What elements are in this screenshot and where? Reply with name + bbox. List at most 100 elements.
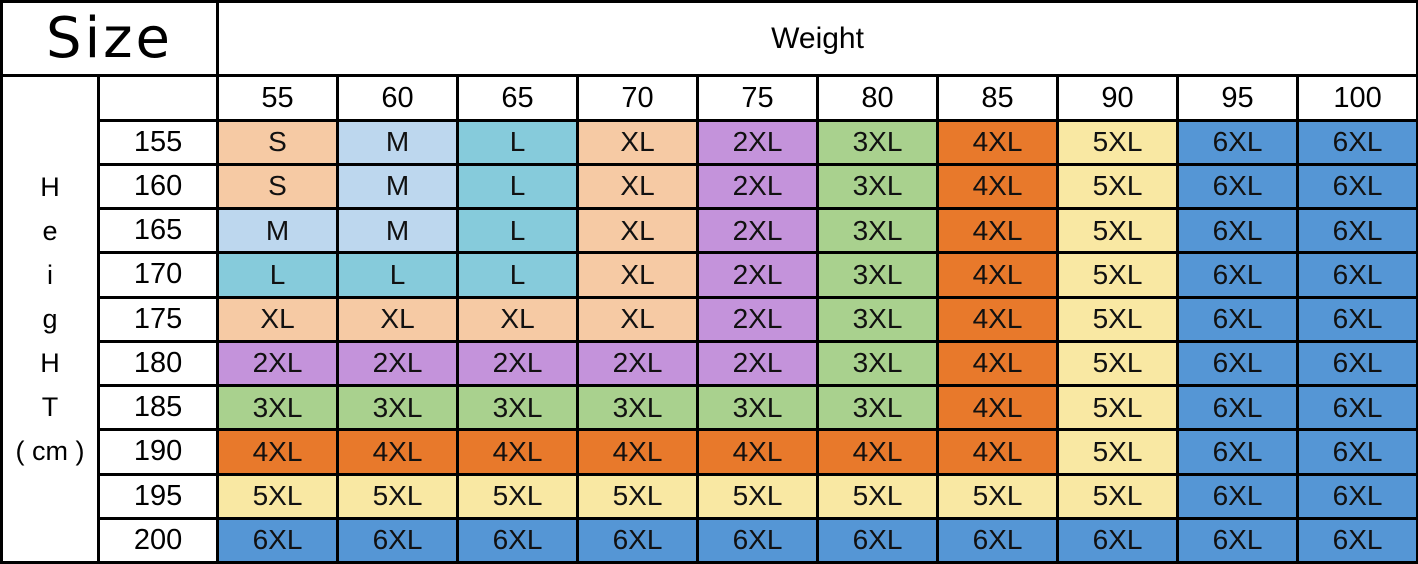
size-cell-195-85: 5XL bbox=[936, 472, 1060, 520]
size-cell-160-75: 2XL bbox=[696, 162, 820, 211]
size-cell-165-80: 3XL bbox=[816, 207, 940, 255]
size-cell-180-65: 2XL bbox=[456, 339, 580, 388]
size-cell-175-95: 6XL bbox=[1176, 295, 1300, 343]
size-cell-165-65: L bbox=[456, 207, 580, 255]
size-cell-165-100: 6XL bbox=[1296, 207, 1418, 255]
height-axis-label: H e i g H T ( cm ) bbox=[0, 74, 100, 564]
size-cell-180-80: 3XL bbox=[816, 339, 940, 388]
weight-title: Weight bbox=[216, 0, 1418, 78]
size-cell-160-95: 6XL bbox=[1176, 162, 1300, 211]
size-cell-190-55: 4XL bbox=[216, 428, 340, 476]
size-cell-175-90: 5XL bbox=[1056, 295, 1180, 343]
size-cell-160-55: S bbox=[216, 162, 340, 211]
size-cell-155-85: 4XL bbox=[936, 118, 1060, 166]
height-row-header-165: 165 bbox=[96, 207, 220, 255]
size-cell-185-75: 3XL bbox=[696, 384, 820, 432]
size-cell-175-100: 6XL bbox=[1296, 295, 1418, 343]
height-row-header-160: 160 bbox=[96, 162, 220, 211]
weight-col-header-80: 80 bbox=[816, 74, 940, 122]
size-cell-200-65: 6XL bbox=[456, 516, 580, 564]
size-cell-190-75: 4XL bbox=[696, 428, 820, 476]
size-cell-180-95: 6XL bbox=[1176, 339, 1300, 388]
size-cell-200-75: 6XL bbox=[696, 516, 820, 564]
weight-col-header-55: 55 bbox=[216, 74, 340, 122]
size-cell-200-85: 6XL bbox=[936, 516, 1060, 564]
size-cell-170-60: L bbox=[336, 251, 460, 299]
size-cell-160-80: 3XL bbox=[816, 162, 940, 211]
size-cell-170-85: 4XL bbox=[936, 251, 1060, 299]
weight-header-row: H e i g H T ( cm ) 55 60 65 70 75 80 85 90 95 100 bbox=[0, 74, 1418, 564]
size-cell-195-90: 5XL bbox=[1056, 472, 1180, 520]
size-cell-180-60: 2XL bbox=[336, 339, 460, 388]
size-cell-195-55: 5XL bbox=[216, 472, 340, 520]
table-row-200: 200 6XL 6XL 6XL 6XL 6XL 6XL 6XL 6XL 6XL 6XL bbox=[2, 516, 1418, 564]
size-cell-190-90: 5XL bbox=[1056, 428, 1180, 476]
size-cell-180-90: 5XL bbox=[1056, 339, 1180, 388]
size-cell-155-60: M bbox=[336, 118, 460, 166]
size-cell-190-100: 6XL bbox=[1296, 428, 1418, 476]
size-cell-200-80: 6XL bbox=[816, 516, 940, 564]
size-cell-175-60: XL bbox=[336, 295, 460, 343]
weight-col-header-85: 85 bbox=[936, 74, 1060, 122]
size-cell-195-65: 5XL bbox=[456, 472, 580, 520]
size-cell-190-65: 4XL bbox=[456, 428, 580, 476]
size-cell-170-70: XL bbox=[576, 251, 700, 299]
size-cell-185-60: 3XL bbox=[336, 384, 460, 432]
weight-col-header-90: 90 bbox=[1056, 74, 1180, 122]
size-cell-195-60: 5XL bbox=[336, 472, 460, 520]
size-cell-195-70: 5XL bbox=[576, 472, 700, 520]
size-cell-190-70: 4XL bbox=[576, 428, 700, 476]
table-row-190: 190 4XL 4XL 4XL 4XL 4XL 4XL 4XL 5XL 6XL 6XL bbox=[2, 428, 1418, 476]
size-cell-165-95: 6XL bbox=[1176, 207, 1300, 255]
size-cell-175-85: 4XL bbox=[936, 295, 1060, 343]
height-row-header-170: 170 bbox=[96, 251, 220, 299]
weight-col-header-95: 95 bbox=[1176, 74, 1300, 122]
size-cell-160-70: XL bbox=[576, 162, 700, 211]
table-row-175: 175 XL XL XL XL 2XL 3XL 4XL 5XL 6XL 6XL bbox=[2, 295, 1418, 343]
title-row: Size Weight bbox=[0, 0, 1418, 78]
size-cell-155-75: 2XL bbox=[696, 118, 820, 166]
size-cell-155-55: S bbox=[216, 118, 340, 166]
size-cell-160-65: L bbox=[456, 162, 580, 211]
size-cell-185-65: 3XL bbox=[456, 384, 580, 432]
size-cell-175-55: XL bbox=[216, 295, 340, 343]
size-cell-165-60: M bbox=[336, 207, 460, 255]
size-cell-155-90: 5XL bbox=[1056, 118, 1180, 166]
height-row-header-195: 195 bbox=[96, 472, 220, 520]
size-cell-190-60: 4XL bbox=[336, 428, 460, 476]
size-cell-180-70: 2XL bbox=[576, 339, 700, 388]
height-row-header-180: 180 bbox=[96, 339, 220, 388]
height-row-header-200: 200 bbox=[96, 516, 220, 564]
size-cell-200-55: 6XL bbox=[216, 516, 340, 564]
size-cell-170-55: L bbox=[216, 251, 340, 299]
size-cell-175-70: XL bbox=[576, 295, 700, 343]
size-cell-165-70: XL bbox=[576, 207, 700, 255]
table-row-170: 170 L L L XL 2XL 3XL 4XL 5XL 6XL 6XL bbox=[2, 251, 1418, 299]
size-cell-160-60: M bbox=[336, 162, 460, 211]
size-cell-170-90: 5XL bbox=[1056, 251, 1180, 299]
size-cell-160-100: 6XL bbox=[1296, 162, 1418, 211]
size-cell-200-95: 6XL bbox=[1176, 516, 1300, 564]
size-cell-185-90: 5XL bbox=[1056, 384, 1180, 432]
height-row-header-155: 155 bbox=[96, 118, 220, 166]
weight-col-header-70: 70 bbox=[576, 74, 700, 122]
table-row-160: 160 S M L XL 2XL 3XL 4XL 5XL 6XL 6XL bbox=[2, 162, 1418, 211]
size-cell-195-100: 6XL bbox=[1296, 472, 1418, 520]
size-cell-180-100: 6XL bbox=[1296, 339, 1418, 388]
size-cell-195-95: 6XL bbox=[1176, 472, 1300, 520]
size-cell-155-70: XL bbox=[576, 118, 700, 166]
size-cell-165-85: 4XL bbox=[936, 207, 1060, 255]
size-cell-175-80: 3XL bbox=[816, 295, 940, 343]
table-row-195: 195 5XL 5XL 5XL 5XL 5XL 5XL 5XL 5XL 6XL 6XL bbox=[2, 472, 1418, 520]
size-cell-180-55: 2XL bbox=[216, 339, 340, 388]
size-cell-190-85: 4XL bbox=[936, 428, 1060, 476]
size-cell-200-90: 6XL bbox=[1056, 516, 1180, 564]
table-row-165: 165 M M L XL 2XL 3XL 4XL 5XL 6XL 6XL bbox=[2, 207, 1418, 255]
size-cell-185-95: 6XL bbox=[1176, 384, 1300, 432]
size-cell-185-100: 6XL bbox=[1296, 384, 1418, 432]
table-row-185: 185 3XL 3XL 3XL 3XL 3XL 3XL 4XL 5XL 6XL 6XL bbox=[2, 384, 1418, 432]
corner-spacer-cell bbox=[96, 74, 220, 122]
size-cell-160-85: 4XL bbox=[936, 162, 1060, 211]
size-cell-195-80: 5XL bbox=[816, 472, 940, 520]
